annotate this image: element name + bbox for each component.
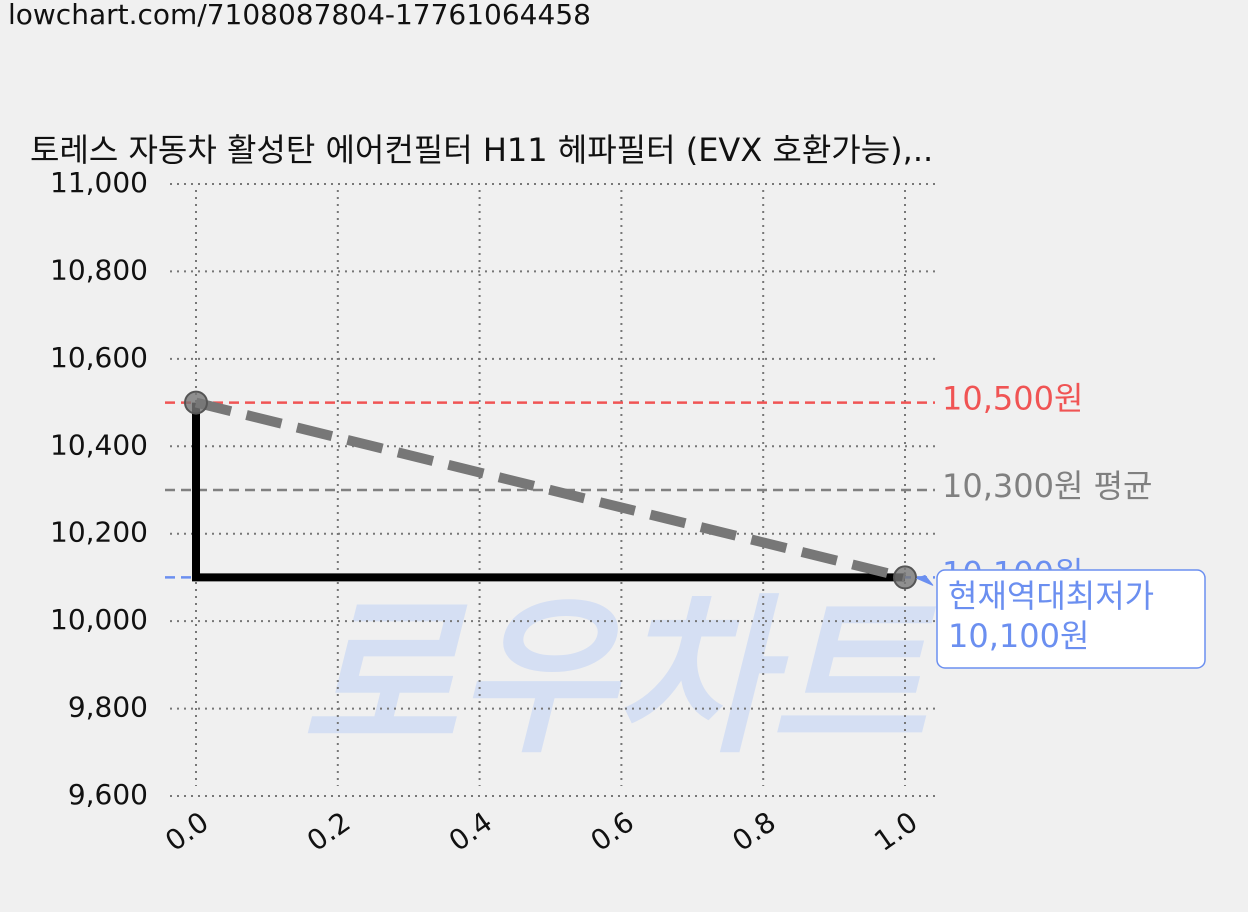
line bbox=[192, 402, 905, 582]
y-tick-label: 9,600 bbox=[68, 778, 148, 811]
reference-label: 10,500원 bbox=[942, 380, 1083, 418]
annotation-text: 10,100원 bbox=[948, 617, 1089, 655]
annotation-text: 현재역대최저가 bbox=[948, 577, 1154, 615]
y-tick-label: 9,800 bbox=[68, 691, 148, 724]
url: lowchart.com/7108087804-17761064458 bbox=[8, 0, 591, 31]
y-tick-label: 10,400 bbox=[50, 428, 148, 461]
reference-label: 10,300원 평균 bbox=[942, 467, 1152, 505]
point bbox=[184, 390, 208, 415]
y-tick-label: 11,000 bbox=[50, 166, 148, 199]
chart-title: 토레스 자동차 활성탄 에어컨필터 H11 헤파필터 (EVX 호환가능),.. bbox=[30, 131, 933, 169]
watermark: 로우차트 bbox=[301, 579, 936, 777]
y-tick-label: 10,600 bbox=[50, 341, 148, 374]
point bbox=[893, 565, 917, 590]
y-tick-label: 10,800 bbox=[50, 253, 148, 286]
annotation-box bbox=[936, 569, 1206, 669]
line bbox=[194, 397, 907, 583]
annotation-arrow bbox=[915, 574, 934, 586]
y-tick-label: 10,200 bbox=[50, 516, 148, 549]
y-tick-label: 10,000 bbox=[50, 603, 148, 636]
